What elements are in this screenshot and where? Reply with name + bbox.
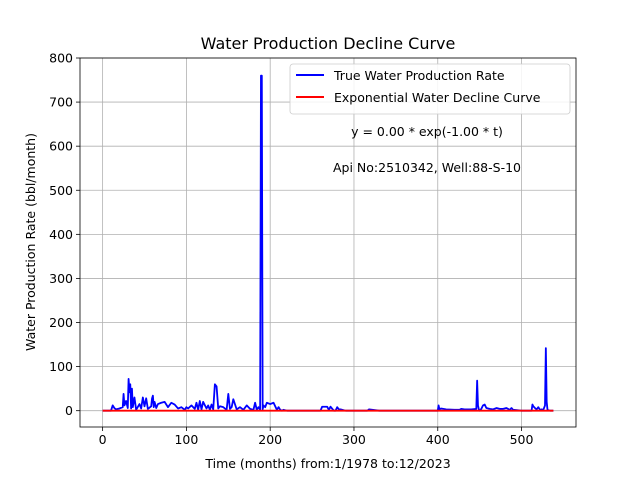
legend-box [289,63,571,115]
y-tick-label: 600 [49,139,73,154]
legend-label-decline-curve: Exponential Water Decline Curve [334,90,541,105]
y-tick-label: 100 [49,359,73,374]
true-water-production-rate-line [102,74,554,412]
equation-annotation: y = 0.00 * exp(-1.00 * t) [351,124,503,139]
y-tick-label: 800 [49,51,73,66]
series-layer [102,74,554,412]
plot-frame [79,57,577,428]
x-tick-label: 0 [99,432,107,447]
x-tick-label: 200 [258,432,282,447]
x-tick-label: 400 [426,432,450,447]
y-tick-label: 300 [49,271,73,286]
axis-ticks: 0 100 200 300 400 500 0 100 200 300 400 500 600 700 80… [49,51,533,448]
x-tick-label: 300 [342,432,366,447]
chart-title: Water Production Decline Curve [201,34,456,53]
x-tick-label: 500 [510,432,534,447]
legend-label-true-rate: True Water Production Rate [333,68,505,83]
y-tick-label: 400 [49,227,73,242]
well-annotation: Api No:2510342, Well:88-S-10 [333,160,521,175]
legend: True Water Production Rate Exponential W… [289,63,571,115]
y-tick-label: 200 [49,315,73,330]
x-axis-label: Time (months) from:1/1978 to:12/2023 [204,456,450,471]
y-tick-label: 0 [65,403,73,418]
y-tick-label: 500 [49,183,73,198]
x-tick-label: 100 [174,432,198,447]
y-tick-label: 700 [49,95,73,110]
y-axis-label: Water Production Rate (bbl/month) [23,133,38,351]
